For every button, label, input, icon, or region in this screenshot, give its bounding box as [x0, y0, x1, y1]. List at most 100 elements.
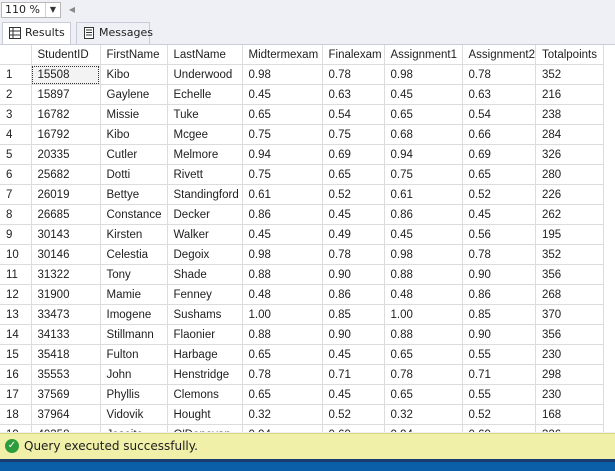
- table-cell[interactable]: 0.48: [384, 284, 463, 305]
- table-cell[interactable]: 0.45: [322, 344, 385, 365]
- table-cell[interactable]: 0.69: [462, 424, 536, 432]
- table-cell[interactable]: 298: [535, 364, 604, 385]
- table-cell[interactable]: 0.48: [242, 284, 323, 305]
- table-cell[interactable]: 37569: [31, 384, 101, 405]
- tab-messages[interactable]: Messages: [76, 22, 153, 44]
- column-header[interactable]: Assignment2: [462, 45, 536, 65]
- table-cell[interactable]: Joseito: [100, 424, 168, 432]
- tab-results[interactable]: Results: [2, 22, 71, 44]
- column-header[interactable]: Assignment1: [384, 45, 463, 65]
- table-cell[interactable]: 0.90: [322, 264, 385, 285]
- table-cell[interactable]: 0.75: [384, 164, 463, 185]
- table-cell[interactable]: 326: [535, 424, 604, 432]
- table-cell[interactable]: Vidovik: [100, 404, 168, 425]
- row-number[interactable]: 9: [0, 224, 32, 245]
- table-cell[interactable]: Clemons: [167, 384, 243, 405]
- column-header[interactable]: Totalpoints: [535, 45, 604, 65]
- row-number[interactable]: 3: [0, 104, 32, 125]
- table-row[interactable]: 14 34133 Stillmann Flaonier 0.88 0.90 0.88 0.90…: [0, 324, 604, 345]
- table-row[interactable]: 3 16782 Missie Tuke 0.65 0.54 0.65 0.54 238: [0, 104, 604, 125]
- table-cell[interactable]: 26019: [31, 184, 101, 205]
- table-cell[interactable]: Decker: [167, 204, 243, 225]
- table-cell[interactable]: 0.52: [462, 184, 536, 205]
- table-cell[interactable]: Echelle: [167, 84, 243, 105]
- table-cell[interactable]: Underwood: [167, 64, 243, 85]
- table-cell[interactable]: 20335: [31, 144, 101, 165]
- table-cell[interactable]: 0.54: [322, 104, 385, 125]
- table-cell[interactable]: 35418: [31, 344, 101, 365]
- table-cell[interactable]: 34133: [31, 324, 101, 345]
- table-cell[interactable]: 356: [535, 264, 604, 285]
- column-header[interactable]: Finalexam: [322, 45, 385, 65]
- table-cell[interactable]: 30146: [31, 244, 101, 265]
- table-cell[interactable]: 0.65: [242, 104, 323, 125]
- row-number[interactable]: 16: [0, 364, 32, 385]
- table-cell[interactable]: 0.56: [462, 224, 536, 245]
- table-cell[interactable]: 0.65: [322, 164, 385, 185]
- table-cell[interactable]: 35553: [31, 364, 101, 385]
- table-cell[interactable]: 230: [535, 344, 604, 365]
- table-cell[interactable]: 0.32: [384, 404, 463, 425]
- table-cell[interactable]: Mcgee: [167, 124, 243, 145]
- table-cell[interactable]: 195: [535, 224, 604, 245]
- table-cell[interactable]: 0.90: [322, 324, 385, 345]
- table-cell[interactable]: 1.00: [384, 304, 463, 325]
- table-cell[interactable]: 0.69: [462, 144, 536, 165]
- table-row[interactable]: 15 35418 Fulton Harbage 0.65 0.45 0.65 0.55 230: [0, 344, 604, 365]
- table-cell[interactable]: 0.71: [322, 364, 385, 385]
- table-cell[interactable]: 40358: [31, 424, 101, 432]
- table-row[interactable]: 13 33473 Imogene Sushams 1.00 0.85 1.00 0.85 370: [0, 304, 604, 325]
- table-cell[interactable]: Stillmann: [100, 324, 168, 345]
- table-cell[interactable]: Dotti: [100, 164, 168, 185]
- table-cell[interactable]: 33473: [31, 304, 101, 325]
- row-number[interactable]: 17: [0, 384, 32, 405]
- table-cell[interactable]: Shade: [167, 264, 243, 285]
- table-cell[interactable]: 168: [535, 404, 604, 425]
- table-cell[interactable]: 0.88: [384, 324, 463, 345]
- row-number[interactable]: 1: [0, 64, 32, 85]
- table-cell[interactable]: Missie: [100, 104, 168, 125]
- table-cell[interactable]: 0.86: [242, 204, 323, 225]
- table-cell[interactable]: O'Donovan: [167, 424, 243, 432]
- table-cell[interactable]: 15897: [31, 84, 101, 105]
- row-number[interactable]: 15: [0, 344, 32, 365]
- row-number[interactable]: 12: [0, 284, 32, 305]
- table-cell[interactable]: 0.78: [462, 244, 536, 265]
- row-number[interactable]: 4: [0, 124, 32, 145]
- row-number[interactable]: 19: [0, 424, 32, 432]
- table-cell[interactable]: 16792: [31, 124, 101, 145]
- table-cell[interactable]: 0.75: [242, 124, 323, 145]
- table-cell[interactable]: 0.78: [462, 64, 536, 85]
- table-row[interactable]: 1 15508 Kibo Underwood 0.98 0.78 0.98 0.78 352: [0, 64, 604, 85]
- table-cell[interactable]: 0.52: [462, 404, 536, 425]
- table-cell[interactable]: 0.75: [322, 124, 385, 145]
- table-cell[interactable]: 0.65: [384, 384, 463, 405]
- row-number[interactable]: 10: [0, 244, 32, 265]
- table-cell[interactable]: 0.98: [384, 244, 463, 265]
- table-cell[interactable]: 30143: [31, 224, 101, 245]
- table-row[interactable]: 12 31900 Mamie Fenney 0.48 0.86 0.48 0.86 268: [0, 284, 604, 305]
- table-cell[interactable]: 0.65: [384, 104, 463, 125]
- table-cell[interactable]: Bettye: [100, 184, 168, 205]
- table-cell[interactable]: Imogene: [100, 304, 168, 325]
- table-row[interactable]: 16 35553 John Henstridge 0.78 0.71 0.78 0.71 298: [0, 364, 604, 385]
- table-row[interactable]: 10 30146 Celestia Degoix 0.98 0.78 0.98 0.78 352: [0, 244, 604, 265]
- table-cell[interactable]: Mamie: [100, 284, 168, 305]
- table-cell[interactable]: 0.55: [462, 384, 536, 405]
- table-cell[interactable]: 284: [535, 124, 604, 145]
- table-cell[interactable]: 0.55: [462, 344, 536, 365]
- table-row[interactable]: 5 20335 Cutler Melmore 0.94 0.69 0.94 0.69 326: [0, 144, 604, 165]
- table-cell[interactable]: 0.63: [462, 84, 536, 105]
- table-cell[interactable]: 0.78: [384, 364, 463, 385]
- table-cell[interactable]: 0.78: [322, 244, 385, 265]
- table-cell[interactable]: 0.45: [322, 204, 385, 225]
- table-cell[interactable]: 16782: [31, 104, 101, 125]
- table-row[interactable]: 17 37569 Phyllis Clemons 0.65 0.45 0.65 0.55 230: [0, 384, 604, 405]
- table-cell[interactable]: 0.32: [242, 404, 323, 425]
- table-cell[interactable]: 0.86: [384, 204, 463, 225]
- table-cell[interactable]: 0.94: [384, 144, 463, 165]
- table-cell[interactable]: 0.69: [322, 424, 385, 432]
- table-cell[interactable]: 0.98: [242, 64, 323, 85]
- table-cell[interactable]: Walker: [167, 224, 243, 245]
- table-cell[interactable]: Cutler: [100, 144, 168, 165]
